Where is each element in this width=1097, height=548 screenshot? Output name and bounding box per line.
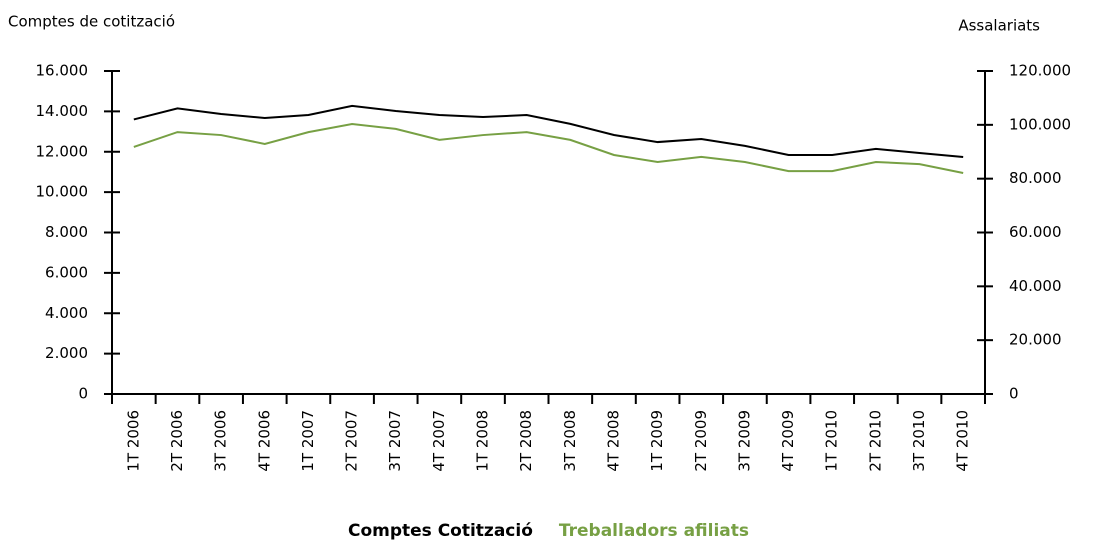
x-tick-label: 1T 2010 bbox=[823, 410, 841, 472]
x-tick-label: 3T 2007 bbox=[386, 410, 404, 472]
y2-tick-label: 120.000 bbox=[1009, 62, 1071, 80]
y-tick-label: 0 bbox=[78, 385, 88, 403]
x-tick-label: 2T 2007 bbox=[343, 410, 361, 472]
x-tick-label: 4T 2009 bbox=[779, 410, 797, 472]
y-tick-label: 16.000 bbox=[36, 62, 89, 80]
y-tick-label: 2.000 bbox=[45, 344, 88, 362]
x-tick-label: 2T 2010 bbox=[866, 410, 884, 472]
y-tick-label: 6.000 bbox=[45, 263, 88, 281]
x-tick-label: 3T 2008 bbox=[561, 410, 579, 472]
x-tick-label: 3T 2010 bbox=[910, 410, 928, 472]
series-line bbox=[133, 123, 964, 174]
y2-axis-title: Assalariats bbox=[958, 17, 1040, 35]
x-tick-label: 1T 2007 bbox=[299, 410, 317, 472]
y2-tick-label: 60.000 bbox=[1009, 223, 1062, 241]
y-tick-label: 8.000 bbox=[45, 223, 88, 241]
series-line bbox=[133, 104, 964, 158]
y-tick-label: 10.000 bbox=[36, 183, 89, 201]
y-tick-label: 14.000 bbox=[36, 102, 89, 120]
x-tick-label: 4T 2006 bbox=[255, 410, 273, 472]
x-tick-label: 1T 2008 bbox=[474, 410, 492, 472]
y2-tick-label: 20.000 bbox=[1009, 331, 1062, 349]
y2-tick-label: 100.000 bbox=[1009, 115, 1071, 133]
y-tick-label: 4.000 bbox=[45, 304, 88, 322]
x-tick-label: 1T 2009 bbox=[648, 410, 666, 472]
y-axis-title: Comptes de cotització bbox=[8, 13, 175, 31]
legend-label: Comptes Cotització bbox=[348, 521, 533, 541]
x-tick-label: 3T 2006 bbox=[212, 410, 230, 472]
x-tick-label: 2T 2009 bbox=[692, 410, 710, 472]
x-tick-label: 4T 2007 bbox=[430, 410, 448, 472]
y2-tick-label: 80.000 bbox=[1009, 169, 1062, 187]
y2-tick-label: 40.000 bbox=[1009, 277, 1062, 295]
x-tick-label: 1T 2006 bbox=[124, 410, 142, 472]
legend-label: Treballadors afiliats bbox=[559, 521, 749, 541]
x-tick-label: 4T 2008 bbox=[604, 410, 622, 472]
x-tick-label: 3T 2009 bbox=[735, 410, 753, 472]
y2-tick-label: 0 bbox=[1009, 385, 1019, 403]
x-tick-label: 4T 2010 bbox=[954, 410, 972, 472]
x-tick-label: 2T 2006 bbox=[168, 410, 186, 472]
x-tick-label: 2T 2008 bbox=[517, 410, 535, 472]
y-tick-label: 12.000 bbox=[36, 142, 89, 160]
